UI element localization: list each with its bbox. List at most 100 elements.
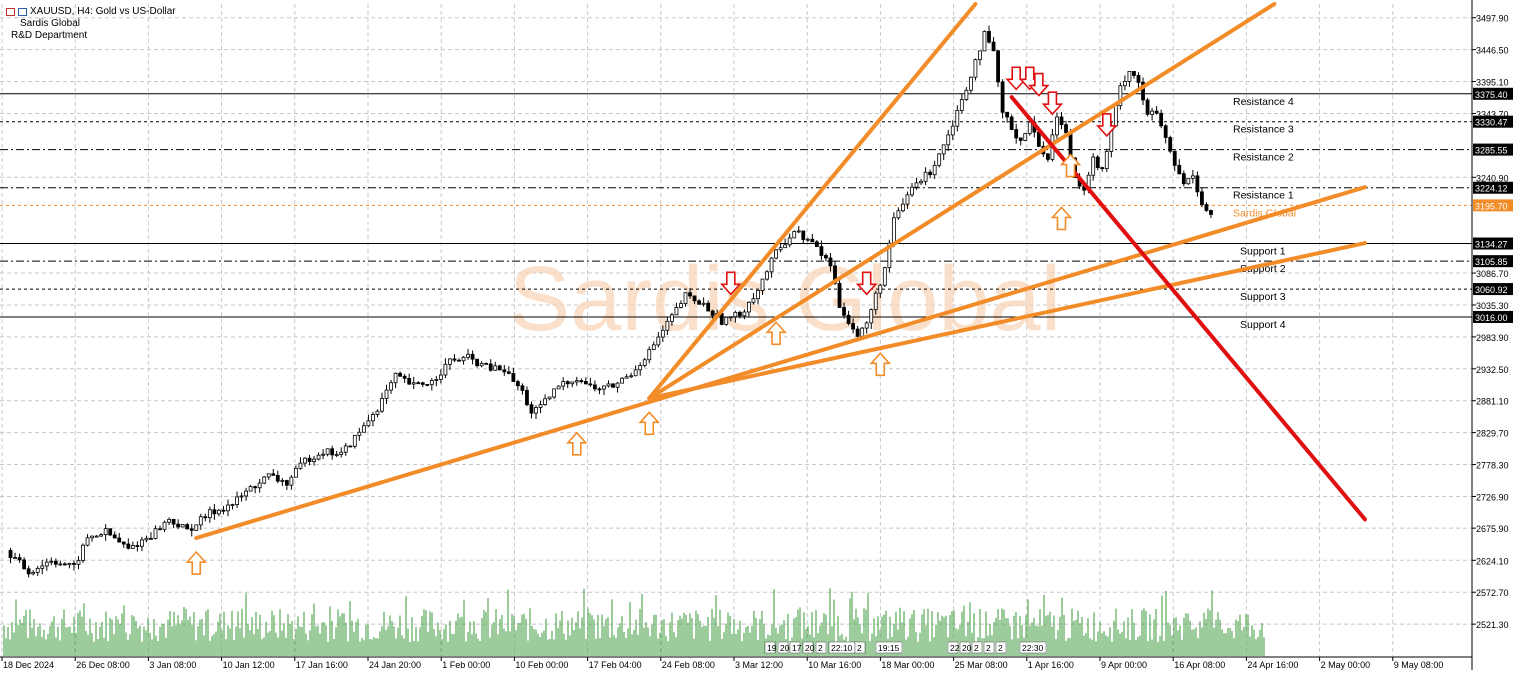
candle-body	[520, 385, 525, 391]
candle-body	[733, 311, 738, 318]
candle-body	[851, 323, 856, 330]
candle-body	[235, 496, 239, 505]
candle-body	[484, 362, 489, 365]
price-tick-label: 3035.30	[1476, 301, 1509, 311]
candle-body	[1163, 125, 1168, 138]
price-label-box	[1473, 87, 1513, 100]
time-marker: 20	[805, 643, 815, 653]
candle-body	[380, 398, 384, 412]
candle-body	[583, 381, 588, 385]
candle-body	[470, 353, 475, 360]
candle-body	[13, 557, 17, 560]
candle-body	[312, 458, 316, 462]
candle-body	[448, 358, 452, 365]
candle-body	[334, 454, 339, 456]
chart-menu-icon[interactable]	[6, 8, 15, 16]
candle-body	[1014, 129, 1019, 139]
time-markers: 19 20 17 20 2 22:10 2 19:15 22 20 2 2 2 22:30	[764, 641, 1047, 654]
candle-body	[978, 50, 982, 61]
price-label: 3105.85	[1475, 257, 1508, 267]
time-marker: 19	[767, 643, 777, 653]
candle-body	[950, 125, 955, 136]
candle-body	[910, 186, 914, 196]
one-click-trading-icon[interactable]	[18, 8, 27, 16]
candle-body	[488, 363, 493, 371]
price-label: 3134.27	[1475, 240, 1508, 250]
candle-body	[284, 480, 289, 486]
candle-body	[275, 474, 280, 482]
candle-body	[674, 307, 679, 316]
candle-body	[529, 404, 534, 414]
candle-body	[692, 295, 697, 302]
candle-body	[778, 247, 783, 251]
candle-body	[434, 378, 439, 381]
candle-body	[266, 473, 271, 478]
candle-body	[1154, 110, 1159, 114]
sell-arrow-icon	[1028, 72, 1050, 97]
candle-body	[203, 516, 208, 519]
candle-body	[987, 30, 991, 43]
candle-body	[624, 376, 629, 379]
uptrend-line	[647, 241, 1367, 401]
candle-body	[638, 365, 643, 371]
candle-body	[461, 356, 466, 362]
candle-body	[728, 316, 733, 319]
candle-body	[207, 509, 212, 519]
candle-body	[579, 380, 584, 383]
candle-body	[660, 329, 665, 338]
candle-body	[1177, 164, 1182, 175]
price-tick-label: 2778.30	[1476, 461, 1509, 471]
price-tick-label: 3343.70	[1476, 109, 1509, 119]
candle-body	[1209, 210, 1213, 215]
candle-body	[928, 171, 933, 176]
candle-body	[620, 377, 624, 384]
candle-body	[633, 369, 638, 377]
candle-body	[162, 521, 167, 530]
price-label-box	[1473, 115, 1513, 128]
candle-body	[878, 284, 883, 294]
candle-body	[1132, 70, 1136, 76]
level-label: Resistance 4	[1233, 96, 1294, 108]
candle-body	[67, 562, 72, 566]
time-marker-box	[995, 641, 1007, 654]
candle-body	[189, 528, 194, 531]
candle-body	[837, 282, 842, 308]
candle-body	[561, 381, 566, 387]
candle-body	[289, 476, 294, 486]
candle-body	[1005, 111, 1010, 118]
candle-body	[597, 388, 602, 391]
candle-body	[1091, 156, 1096, 176]
candle-body	[611, 383, 615, 388]
uptrend-line	[194, 185, 1367, 541]
time-marker-box	[764, 641, 776, 654]
candle-body	[53, 560, 58, 565]
price-label: 3060.92	[1475, 285, 1508, 295]
candle-body	[393, 372, 398, 384]
candle-body	[1000, 81, 1005, 113]
candle-body	[547, 396, 552, 400]
candle-body	[230, 504, 235, 506]
candle-body	[810, 238, 815, 243]
candle-body	[176, 523, 181, 528]
price-label: 3285.55	[1475, 146, 1508, 156]
candle-body	[139, 539, 144, 547]
candle-body	[946, 134, 951, 146]
candle-body	[629, 375, 634, 378]
candle-body	[198, 516, 203, 526]
time-marker: 22	[950, 643, 960, 653]
candle-body	[22, 559, 27, 570]
candle-body	[90, 535, 94, 539]
candle-body	[239, 495, 244, 498]
time-marker: 20	[780, 643, 790, 653]
candle-body	[842, 307, 846, 316]
candle-body	[588, 383, 593, 386]
candle-body	[905, 194, 910, 205]
price-tick-label: 2829.70	[1476, 429, 1509, 439]
candle-body	[475, 358, 480, 367]
candle-body	[968, 76, 973, 91]
candle-body	[846, 314, 851, 324]
time-tick-label: 10 Jan 12:00	[223, 660, 275, 670]
